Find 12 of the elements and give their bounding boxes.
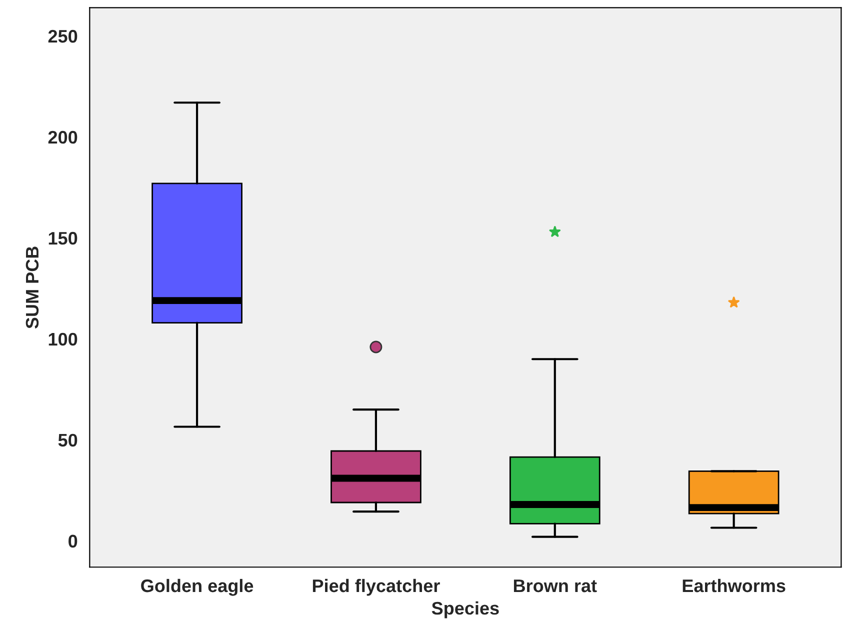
x-axis-title: Species <box>432 601 499 618</box>
y-tick-label: 200 <box>48 130 78 144</box>
y-tick-label: 100 <box>48 332 78 346</box>
y-tick-label: 150 <box>48 232 78 245</box>
y-tick-label: 250 <box>48 30 78 43</box>
y-tick-label: 50 <box>58 434 78 447</box>
x-tick-label: Pied flycatcher <box>312 578 440 596</box>
x-tick-label: Golden eagle <box>141 578 254 596</box>
y-tick-label: 0 <box>68 534 78 548</box>
y-axis-title: SUM PCB <box>26 246 39 329</box>
x-tick-label: Earthworms <box>682 578 786 592</box>
x-tick-label: Brown rat <box>514 580 597 592</box>
